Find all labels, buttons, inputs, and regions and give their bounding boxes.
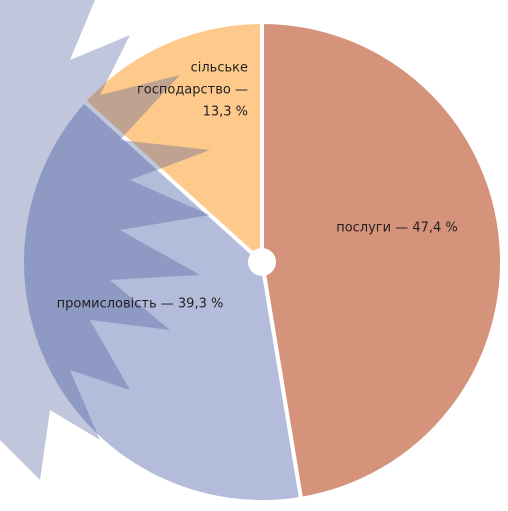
slice-label: промисловість — 39,3 % bbox=[57, 297, 224, 312]
center-hole bbox=[248, 248, 276, 276]
slice-label: сільське bbox=[191, 61, 248, 76]
slice-label: господарство — bbox=[137, 83, 248, 98]
pie bbox=[20, 19, 504, 504]
slice bbox=[20, 98, 304, 504]
slice bbox=[260, 19, 504, 502]
slice-label: послуги — 47,4 % bbox=[336, 221, 458, 236]
watermark bbox=[0, 0, 210, 480]
slice-label: 13,3 % bbox=[203, 105, 248, 120]
slice bbox=[81, 19, 264, 267]
labels: послуги — 47,4 % промисловість — 39,3 % сі… bbox=[57, 61, 458, 312]
